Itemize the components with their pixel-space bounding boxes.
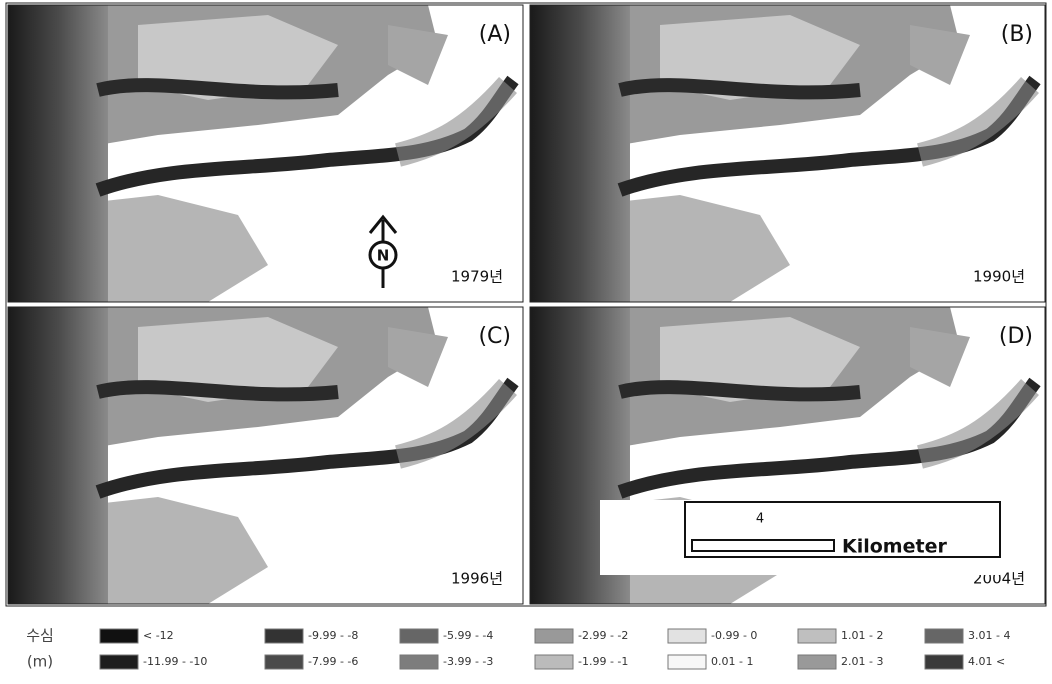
north-label: N bbox=[377, 247, 390, 265]
legend-label: -7.99 - -6 bbox=[308, 655, 358, 668]
legend-swatch bbox=[399, 628, 439, 644]
panel-year: 1996년 bbox=[451, 570, 503, 588]
legend-label: 4.01 < bbox=[968, 655, 1005, 668]
legend-label: 0.01 - 1 bbox=[711, 655, 753, 668]
panel-border bbox=[7, 306, 524, 605]
legend-label: 2.01 - 3 bbox=[841, 655, 883, 668]
legend-label: -2.99 - -2 bbox=[578, 629, 628, 642]
legend-swatch bbox=[534, 654, 574, 670]
legend-label: -11.99 - -10 bbox=[143, 655, 207, 668]
panel-label: (D) bbox=[999, 324, 1033, 349]
legend-swatch bbox=[534, 628, 574, 644]
panel-label: (A) bbox=[479, 22, 511, 47]
legend-swatch bbox=[667, 654, 707, 670]
panel-border bbox=[529, 4, 1046, 303]
panel-label: (C) bbox=[478, 324, 511, 349]
legend-swatch bbox=[99, 654, 139, 670]
bathymetry-map bbox=[8, 5, 523, 302]
legend-swatch bbox=[264, 654, 304, 670]
legend-swatch bbox=[797, 628, 837, 644]
legend-label: -9.99 - -8 bbox=[308, 629, 358, 642]
panel-label: (B) bbox=[1001, 22, 1033, 47]
legend-swatch bbox=[797, 654, 837, 670]
north-circle bbox=[368, 240, 398, 270]
panel-year: 1979년 bbox=[451, 268, 503, 286]
panel-border bbox=[529, 306, 1046, 605]
legend-label: -0.99 - 0 bbox=[711, 629, 757, 642]
legend-label: -5.99 - -4 bbox=[443, 629, 493, 642]
scale-value: 4 bbox=[756, 512, 764, 527]
panel-border bbox=[7, 4, 524, 303]
map-panel: (A) 1979년 N bbox=[7, 4, 524, 303]
legend-unit: (m) bbox=[27, 653, 53, 671]
legend-swatch bbox=[399, 654, 439, 670]
north-arrow-head bbox=[368, 214, 398, 234]
legend-swatch bbox=[264, 628, 304, 644]
legend-swatch bbox=[924, 654, 964, 670]
scale-bar bbox=[691, 539, 835, 552]
panel-year: 1990년 bbox=[973, 268, 1025, 286]
legend-label: 3.01 - 4 bbox=[968, 629, 1010, 642]
bathymetry-map bbox=[8, 307, 523, 604]
legend-label: -1.99 - -1 bbox=[578, 655, 628, 668]
map-panel: (C) 1996년 bbox=[7, 306, 524, 605]
legend-label: 1.01 - 2 bbox=[841, 629, 883, 642]
legend-swatch bbox=[924, 628, 964, 644]
bathymetry-map bbox=[530, 5, 1045, 302]
legend-swatch bbox=[667, 628, 707, 644]
legend-label: -3.99 - -3 bbox=[443, 655, 493, 668]
map-panel: (B) 1990년 bbox=[529, 4, 1046, 303]
scale-unit: Kilometer bbox=[842, 536, 947, 558]
legend-swatch bbox=[99, 628, 139, 644]
legend-label: < -12 bbox=[143, 629, 174, 642]
legend-title: 수심 bbox=[26, 627, 54, 645]
